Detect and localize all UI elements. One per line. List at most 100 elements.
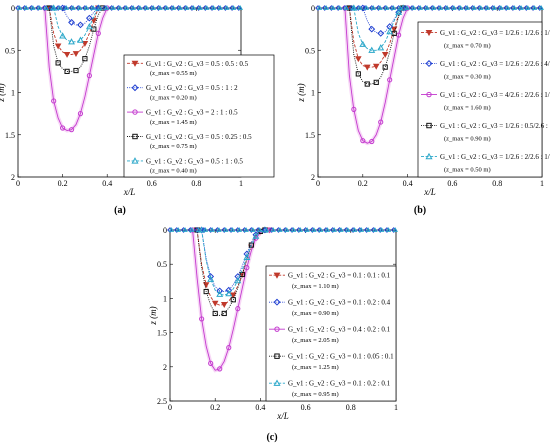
x-axis-label: x/L: [123, 187, 136, 197]
surface-marker: [103, 5, 110, 10]
surface-marker: [30, 5, 36, 10]
data-point: [207, 273, 215, 280]
surface-marker: [200, 227, 207, 233]
surface-marker: [183, 5, 190, 10]
surface-marker: [295, 227, 302, 233]
x-tick-label: 0.6: [447, 179, 457, 188]
surface-marker: [397, 5, 403, 10]
y-tick-label: 2.5: [157, 397, 167, 406]
surface-marker: [368, 5, 375, 11]
x-tick-label: 0.4: [403, 179, 413, 188]
data-point: [85, 14, 93, 22]
data-point: [220, 302, 228, 308]
x-tick-label: 1: [394, 403, 398, 412]
surface-marker: [483, 5, 489, 11]
series-line-5: [201, 229, 266, 296]
y-axis-label: z (m): [296, 83, 306, 102]
surface-marker: [302, 227, 309, 233]
data-point: [51, 98, 57, 104]
data-point: [377, 44, 385, 51]
x-tick-label: 0.6: [301, 403, 311, 412]
surface-marker: [345, 227, 351, 232]
legend-label: G_v1 : G_v2 : G_v3 = 4/2.6 : 2/2.6 : 1/2…: [440, 91, 550, 99]
surface-marker: [377, 5, 383, 10]
data-point: [68, 38, 75, 45]
data-point: [248, 242, 254, 248]
data-point: [54, 43, 62, 50]
legend-label: G_v1 : G_v2 : G_v3 = 0.5 : 1 : 2: [146, 84, 238, 92]
legend-zmax: (z_max = 0.20 m): [150, 94, 197, 101]
chart-panel-2: 0 0.2 0.4 0.6 0.8 1 0 0.5 1 1.5 2 x/L z (m) G_v1 : G_…: [296, 4, 550, 197]
surface-marker: [228, 227, 234, 233]
surface-marker: [195, 5, 202, 11]
panel-label: (b): [414, 205, 426, 216]
legend-box: [417, 21, 543, 178]
surface-marker: [317, 227, 324, 232]
data-point: [55, 60, 61, 66]
surface-marker: [384, 227, 390, 233]
y-axis-label: z (m): [148, 306, 158, 325]
surface-marker: [50, 5, 56, 10]
x-tick-label: 0.8: [492, 179, 502, 188]
legend-label: G_v1 : G_v2 : G_v3 = 0.1 : 0.05 : 0.1: [288, 353, 394, 361]
surface-marker: [424, 5, 430, 10]
series-line-2: [62, 7, 99, 26]
y-tick-label: 1: [11, 89, 15, 98]
legend-marker: [274, 353, 280, 359]
surface-marker: [76, 5, 83, 10]
series-line-4: [348, 7, 404, 85]
surface-marker: [16, 5, 23, 10]
y-tick-label: 2: [163, 363, 167, 372]
surface-marker: [496, 5, 503, 11]
surface-marker: [436, 5, 442, 11]
surface-marker: [350, 227, 356, 233]
legend-zmax: (z_max = 0.90 m): [292, 310, 339, 317]
surface-marker: [170, 5, 177, 10]
surface-marker: [195, 227, 202, 232]
surface-marker: [182, 227, 188, 232]
surface-marker: [221, 227, 228, 233]
legend-zmax: (z_max = 0.90 m): [444, 135, 491, 142]
surface-marker: [187, 227, 194, 233]
surface-marker: [323, 5, 329, 10]
surface-marker: [204, 5, 210, 10]
surface-marker: [277, 227, 283, 232]
surface-marker: [442, 5, 449, 11]
data-point: [76, 36, 84, 43]
data-point: [225, 289, 233, 297]
legend-marker: [425, 152, 433, 160]
data-point: [199, 316, 205, 322]
surface-marker: [163, 5, 170, 10]
surface-marker: [102, 5, 108, 11]
legend-label: G_v1 : G_v2 : G_v3 = 0.5 : 0.25 : 0.5: [146, 133, 252, 141]
surface-marker: [451, 5, 457, 10]
data-point: [395, 8, 403, 15]
legend-label: G_v1 : G_v2 : G_v3 = 1/2.6 : 0.5/2.6 : 1…: [440, 122, 550, 130]
surface-marker: [229, 5, 235, 11]
surface-marker: [311, 227, 317, 232]
surface-marker: [189, 5, 195, 11]
surface-marker: [341, 5, 348, 11]
surface-marker: [150, 5, 157, 10]
y-tick-label: 1: [311, 89, 315, 98]
legend-label: G_v1 : G_v2 : G_v3 = 2 : 1 : 0.5: [146, 109, 238, 117]
surface-marker: [290, 227, 297, 232]
data-point: [216, 287, 224, 295]
data-point: [207, 275, 215, 282]
surface-marker: [173, 227, 180, 233]
legend-zmax: (z_max = 1.10 m): [292, 283, 339, 290]
legend-zmax: (z_max = 0.75 m): [150, 143, 197, 150]
surface-marker: [335, 5, 342, 11]
surface-marker: [321, 5, 328, 11]
surface-marker: [243, 227, 249, 232]
legend-marker: [426, 122, 432, 129]
surface-marker: [530, 5, 536, 11]
surface-marker: [478, 5, 484, 10]
panel-label: (c): [266, 432, 277, 443]
legend-label: G_v1 : G_v2 : G_v3 = 0.1 : 0.2 : 0.1: [288, 380, 391, 388]
surface-marker: [404, 5, 410, 10]
chart-panel-1: 0 0.2 0.4 0.6 0.8 1 0 0.5 1 1.5 2 x/L z (m) G_v1 : G_…: [0, 4, 275, 197]
legend-marker: [273, 379, 281, 386]
data-point: [387, 77, 393, 83]
